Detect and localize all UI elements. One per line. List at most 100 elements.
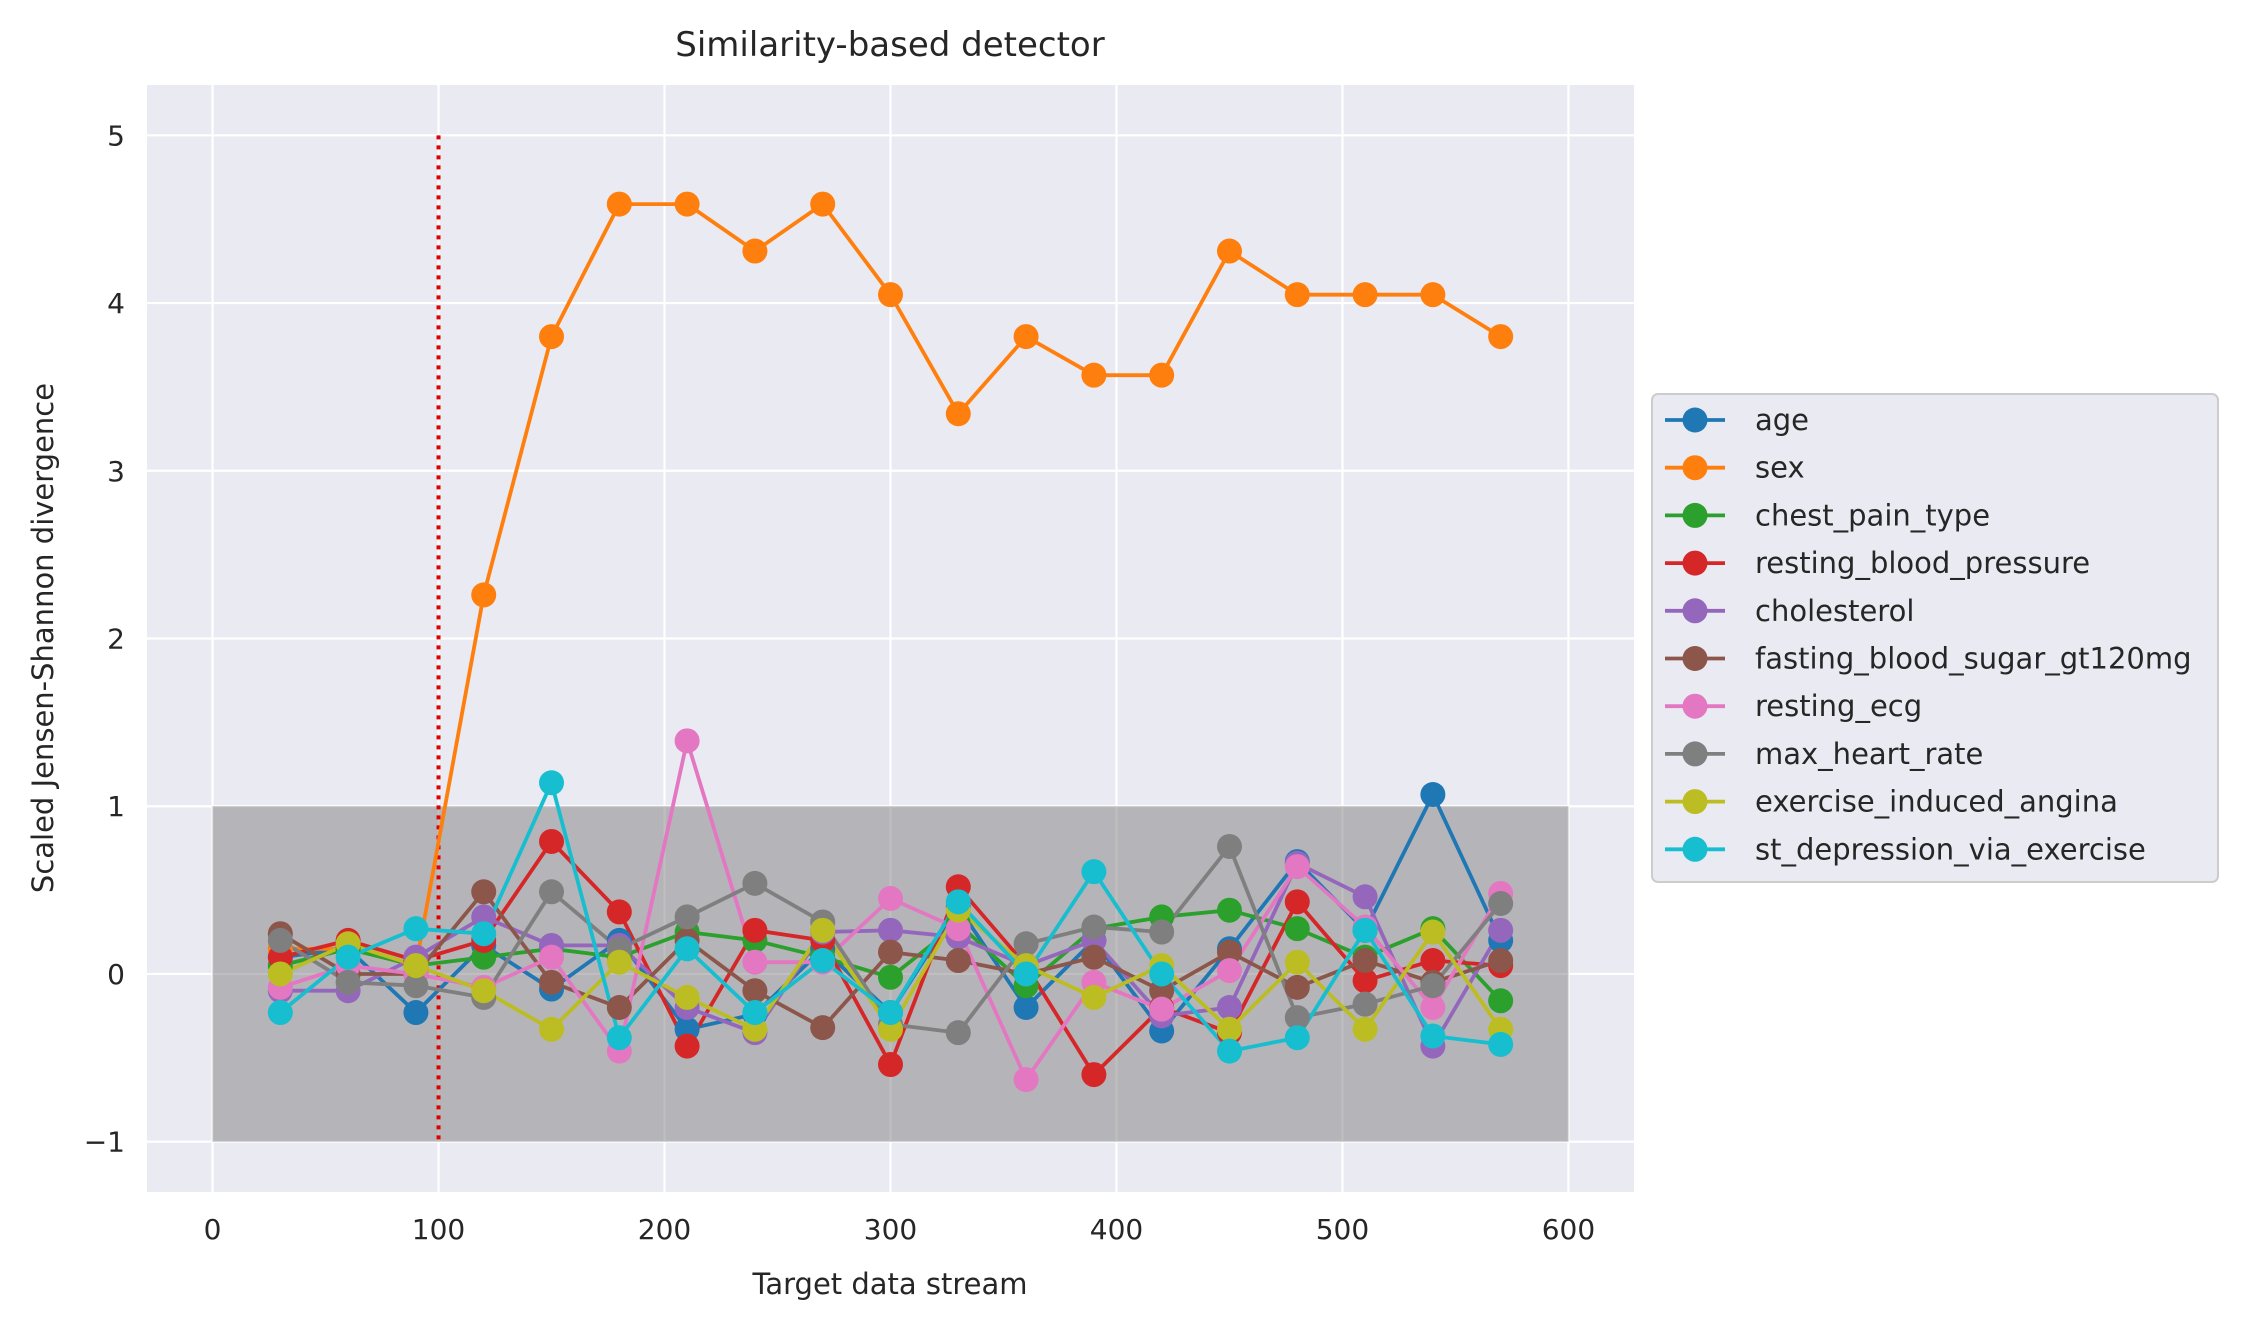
data-point-resting_ecg xyxy=(742,949,768,975)
legend-label-age: age xyxy=(1755,403,1809,437)
data-point-exercise_induced_angina xyxy=(539,1016,565,1042)
data-point-resting_ecg xyxy=(1149,996,1175,1022)
data-point-resting_ecg xyxy=(945,916,971,942)
data-point-exercise_induced_angina xyxy=(1352,1016,1378,1042)
data-point-exercise_induced_angina xyxy=(267,961,293,987)
data-point-max_heart_rate xyxy=(945,1020,971,1046)
data-point-st_depression_via_exercise xyxy=(1420,1023,1446,1049)
data-point-fasting_blood_sugar_gt120mg xyxy=(810,1015,836,1041)
data-point-resting_blood_pressure xyxy=(742,917,768,943)
x-tick-labels: 0 100 200 300 400 500 600 xyxy=(204,1213,1596,1246)
data-point-chest_pain_type xyxy=(1488,988,1514,1014)
data-point-fasting_blood_sugar_gt120mg xyxy=(1081,944,1107,970)
data-point-st_depression_via_exercise xyxy=(810,948,836,974)
legend-marker-cholesterol xyxy=(1682,598,1708,624)
data-point-resting_blood_pressure xyxy=(1420,948,1446,974)
x-tick-label: 0 xyxy=(204,1213,222,1246)
data-point-resting_ecg xyxy=(539,944,565,970)
legend-label-chest_pain_type: chest_pain_type xyxy=(1755,498,1990,532)
data-point-exercise_induced_angina xyxy=(606,949,632,975)
data-point-cholesterol xyxy=(1352,884,1378,910)
data-point-fasting_blood_sugar_gt120mg xyxy=(742,978,768,1004)
data-point-resting_blood_pressure xyxy=(606,899,632,925)
data-point-st_depression_via_exercise xyxy=(335,944,361,970)
x-tick-label: 500 xyxy=(1316,1213,1369,1246)
y-tick-label: 3 xyxy=(107,455,125,488)
data-point-max_heart_rate xyxy=(1013,931,1039,957)
data-point-resting_blood_pressure xyxy=(539,828,565,854)
legend-marker-fasting_blood_sugar_gt120mg xyxy=(1682,646,1708,671)
legend-marker-max_heart_rate xyxy=(1682,741,1708,767)
data-point-sex xyxy=(471,582,497,608)
data-point-st_depression_via_exercise xyxy=(267,1000,293,1026)
data-point-max_heart_rate xyxy=(674,904,700,930)
x-tick-label: 300 xyxy=(864,1213,917,1246)
data-point-sex xyxy=(1488,324,1514,350)
data-point-st_depression_via_exercise xyxy=(403,916,429,942)
y-tick-label: 0 xyxy=(107,958,125,991)
data-point-resting_blood_pressure xyxy=(1352,968,1378,994)
data-point-max_heart_rate xyxy=(1488,891,1514,917)
data-point-exercise_induced_angina xyxy=(674,984,700,1010)
legend-label-resting_ecg: resting_ecg xyxy=(1755,689,1922,723)
data-point-exercise_induced_angina xyxy=(471,978,497,1004)
x-tick-label: 100 xyxy=(412,1213,465,1246)
data-point-sex xyxy=(742,238,768,264)
data-point-max_heart_rate xyxy=(742,870,768,896)
data-point-resting_ecg xyxy=(1013,1067,1039,1093)
data-point-st_depression_via_exercise xyxy=(1149,961,1175,987)
data-point-sex xyxy=(810,191,836,217)
legend-label-fasting_blood_sugar_gt120mg: fasting_blood_sugar_gt120mg xyxy=(1755,642,2192,676)
data-point-max_heart_rate xyxy=(1352,991,1378,1017)
legend-marker-age xyxy=(1682,407,1708,433)
legend-marker-resting_blood_pressure xyxy=(1682,550,1708,576)
data-point-sex xyxy=(674,191,700,217)
data-point-st_depression_via_exercise xyxy=(674,936,700,962)
data-point-sex xyxy=(878,282,903,308)
data-point-st_depression_via_exercise xyxy=(1284,1025,1310,1051)
data-point-st_depression_via_exercise xyxy=(1216,1038,1242,1064)
y-tick-label: −1 xyxy=(84,1126,125,1159)
data-point-sex xyxy=(1352,282,1378,308)
y-tick-label: 1 xyxy=(107,790,125,823)
data-point-resting_ecg xyxy=(1420,995,1446,1020)
data-point-max_heart_rate xyxy=(403,973,429,999)
legend-box xyxy=(1651,393,2219,883)
x-tick-label: 600 xyxy=(1542,1213,1595,1246)
data-point-resting_blood_pressure xyxy=(1081,1062,1107,1088)
data-point-fasting_blood_sugar_gt120mg xyxy=(1216,939,1242,965)
legend-label-exercise_induced_angina: exercise_induced_angina xyxy=(1755,785,2118,819)
data-point-resting_ecg xyxy=(878,885,903,911)
data-point-fasting_blood_sugar_gt120mg xyxy=(878,939,903,965)
legend-marker-exercise_induced_angina xyxy=(1682,789,1708,815)
data-point-max_heart_rate xyxy=(335,969,361,995)
data-point-max_heart_rate xyxy=(1284,1005,1310,1031)
data-point-exercise_induced_angina xyxy=(403,953,429,979)
data-point-fasting_blood_sugar_gt120mg xyxy=(539,969,565,995)
legend-marker-st_depression_via_exercise xyxy=(1682,836,1708,862)
data-point-st_depression_via_exercise xyxy=(878,1000,903,1026)
y-tick-label: 2 xyxy=(107,623,125,656)
data-point-max_heart_rate xyxy=(1081,914,1107,940)
data-point-sex xyxy=(539,324,565,350)
data-point-st_depression_via_exercise xyxy=(606,1025,632,1051)
data-point-st_depression_via_exercise xyxy=(945,889,971,915)
data-point-resting_ecg xyxy=(1284,854,1310,880)
data-point-fasting_blood_sugar_gt120mg xyxy=(606,995,632,1020)
data-point-fasting_blood_sugar_gt120mg xyxy=(1352,948,1378,974)
x-axis-label: Target data stream xyxy=(751,1267,1027,1301)
legend-label-sex: sex xyxy=(1755,451,1805,485)
legend-label-cholesterol: cholesterol xyxy=(1755,594,1914,628)
data-point-st_depression_via_exercise xyxy=(1488,1031,1514,1057)
data-point-fasting_blood_sugar_gt120mg xyxy=(1488,948,1514,974)
legend-marker-chest_pain_type xyxy=(1682,502,1708,528)
data-point-sex xyxy=(1284,282,1310,308)
data-point-sex xyxy=(1149,362,1175,388)
y-tick-label: 4 xyxy=(107,287,125,320)
data-point-age xyxy=(1420,781,1446,807)
legend: age sex chest_pain_type resting_blood_press… xyxy=(1651,393,2219,883)
data-point-resting_blood_pressure xyxy=(1284,889,1310,915)
data-point-st_depression_via_exercise xyxy=(742,1000,768,1026)
data-point-sex xyxy=(1081,362,1107,388)
